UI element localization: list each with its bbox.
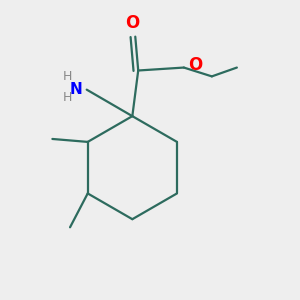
Text: O: O [188,56,203,74]
Text: N: N [70,82,82,97]
Text: H: H [63,92,72,104]
Text: H: H [63,70,72,83]
Text: O: O [125,14,140,32]
